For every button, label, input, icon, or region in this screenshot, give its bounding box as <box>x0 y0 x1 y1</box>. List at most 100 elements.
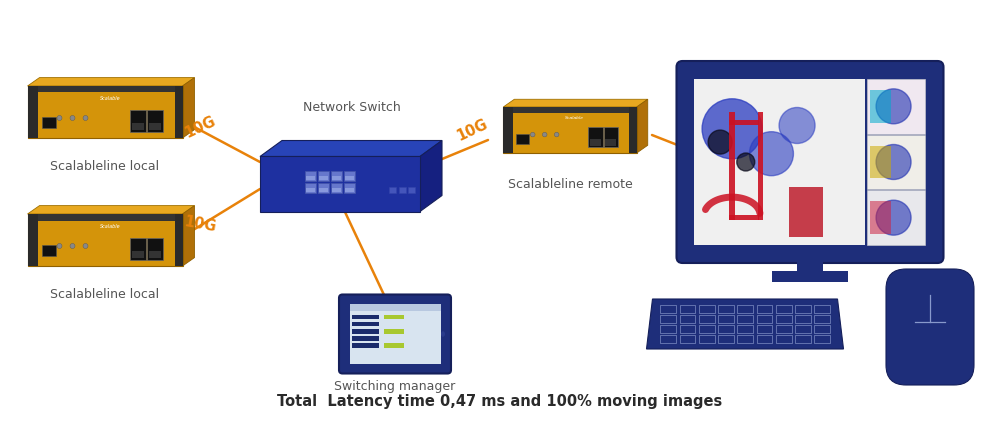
Bar <box>318 183 329 193</box>
Bar <box>175 214 182 266</box>
Bar <box>680 305 695 313</box>
Bar <box>814 325 830 333</box>
Bar <box>795 315 811 323</box>
Bar <box>350 304 440 311</box>
Bar <box>331 183 342 193</box>
Bar <box>260 157 420 211</box>
Text: Scalable: Scalable <box>100 224 120 228</box>
Bar <box>795 325 811 333</box>
Bar <box>28 86 183 92</box>
Text: Switching manager: Switching manager <box>334 380 456 393</box>
Bar <box>729 120 759 125</box>
Bar <box>737 325 753 333</box>
Text: 10G: 10G <box>454 116 490 144</box>
Bar <box>814 305 830 313</box>
Bar <box>28 214 183 221</box>
Bar <box>345 176 354 180</box>
Circle shape <box>876 200 911 235</box>
Polygon shape <box>420 141 442 211</box>
Bar <box>352 329 379 334</box>
Bar <box>319 188 328 192</box>
Polygon shape <box>183 78 195 138</box>
Polygon shape <box>183 206 195 266</box>
Bar <box>718 315 734 323</box>
Bar <box>729 215 759 220</box>
Bar <box>629 107 637 153</box>
Bar <box>503 107 512 153</box>
Bar <box>399 187 406 193</box>
FancyBboxPatch shape <box>676 61 943 263</box>
Text: Scalableline remote: Scalableline remote <box>508 178 632 191</box>
Bar <box>776 335 792 343</box>
Circle shape <box>83 243 88 249</box>
Bar <box>795 305 811 313</box>
Text: 10G: 10G <box>182 114 218 141</box>
Bar <box>344 183 355 193</box>
Bar <box>130 238 146 260</box>
Circle shape <box>708 130 732 154</box>
Bar <box>737 305 753 313</box>
Circle shape <box>57 243 62 249</box>
Bar <box>867 190 925 245</box>
Bar <box>148 251 160 258</box>
FancyBboxPatch shape <box>339 295 451 373</box>
Bar <box>588 127 603 147</box>
Bar <box>660 315 676 323</box>
Text: 10G: 10G <box>183 214 217 234</box>
Circle shape <box>57 116 62 121</box>
Bar <box>42 117 56 128</box>
Bar <box>797 253 823 273</box>
Bar <box>146 238 162 260</box>
Bar <box>130 110 146 132</box>
Bar <box>175 86 182 138</box>
Bar <box>318 171 329 181</box>
Text: Scalableline local: Scalableline local <box>50 288 160 301</box>
Bar <box>757 335 772 343</box>
Bar <box>384 314 404 319</box>
Polygon shape <box>647 299 844 349</box>
Bar <box>699 305 715 313</box>
Bar <box>699 335 715 343</box>
Circle shape <box>70 116 75 121</box>
Circle shape <box>876 89 911 124</box>
Bar <box>132 123 144 130</box>
Text: Total  Latency time 0,47 ms and 100% moving images: Total Latency time 0,47 ms and 100% movi… <box>277 394 723 409</box>
Bar <box>503 107 637 153</box>
Bar <box>516 134 529 144</box>
Bar <box>718 335 734 343</box>
Polygon shape <box>637 99 648 153</box>
Polygon shape <box>503 99 648 107</box>
Circle shape <box>83 116 88 121</box>
Circle shape <box>554 133 559 137</box>
Bar <box>870 146 891 179</box>
Bar <box>718 305 734 313</box>
Bar <box>737 335 753 343</box>
Bar <box>305 171 316 181</box>
Bar <box>680 325 695 333</box>
Circle shape <box>749 132 793 176</box>
Bar <box>758 112 763 220</box>
Bar <box>388 187 396 193</box>
Bar <box>384 344 404 348</box>
Text: Network Switch: Network Switch <box>303 101 401 114</box>
Bar <box>604 127 618 147</box>
Bar <box>590 139 601 146</box>
Bar <box>660 335 676 343</box>
Bar <box>306 188 315 192</box>
Bar <box>352 314 379 319</box>
Bar <box>795 335 811 343</box>
Ellipse shape <box>441 331 445 337</box>
Circle shape <box>737 153 755 171</box>
Bar <box>306 176 315 180</box>
Circle shape <box>70 243 75 249</box>
Circle shape <box>542 133 547 137</box>
Bar <box>28 86 38 138</box>
Bar <box>332 188 341 192</box>
Bar <box>352 322 379 326</box>
Bar <box>660 305 676 313</box>
Bar <box>757 315 772 323</box>
Bar <box>870 90 891 123</box>
Bar <box>680 315 695 323</box>
Bar <box>42 245 56 256</box>
Bar <box>870 201 891 234</box>
